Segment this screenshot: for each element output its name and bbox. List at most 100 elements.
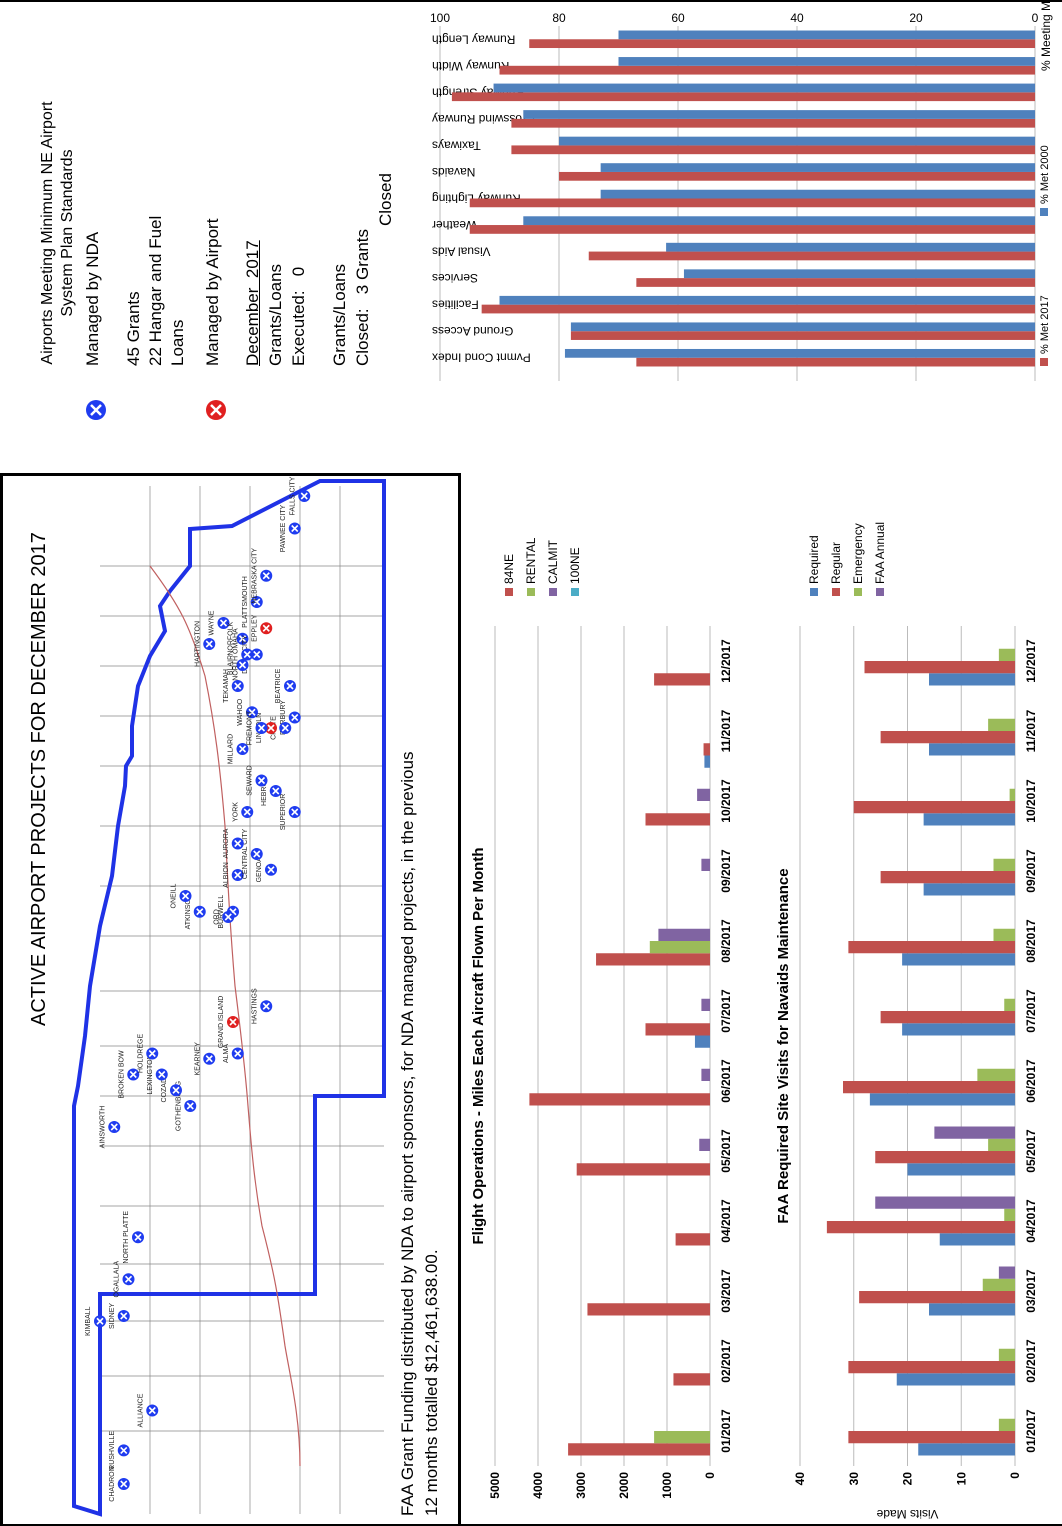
category-label: 01/2017 — [1024, 1409, 1038, 1453]
city-label: OGALLALA — [114, 1261, 121, 1298]
city-label: CENTRAL CITY — [242, 829, 249, 880]
city-label: FAIRBURY — [280, 700, 287, 735]
legend-label: 84NE — [502, 554, 516, 584]
bar — [923, 813, 1015, 826]
bar — [929, 673, 1015, 686]
county-lines — [100, 486, 384, 1514]
marker-x — [286, 682, 294, 690]
tick-label: 30 — [847, 1472, 861, 1486]
chart-title: FAA Required Site Visits for Navaids Mai… — [775, 868, 792, 1223]
marker-x — [205, 640, 213, 648]
legend-swatch — [571, 588, 579, 596]
bar — [568, 1443, 710, 1456]
axis-label: Visits Made — [876, 1507, 938, 1521]
map-panel-title: ACTIVE AIRPORT PROJECTS FOR DECEMBER 201… — [28, 532, 50, 1026]
map-state-outline — [72, 479, 386, 1517]
marker-x — [291, 524, 299, 533]
bar — [880, 871, 1015, 884]
marker-x — [234, 682, 242, 690]
city-label: CHADRON — [109, 1466, 116, 1501]
bar — [1004, 1208, 1015, 1221]
category-label: 05/2017 — [719, 1129, 733, 1173]
category-label: 10/2017 — [1024, 779, 1038, 823]
city-label: ORD — [213, 909, 220, 925]
bar — [523, 110, 1035, 119]
city-label: WAYNE — [209, 610, 216, 635]
legend-swatch — [549, 588, 557, 596]
bar — [666, 242, 1035, 252]
marker-x — [196, 908, 204, 916]
tick-label: 80 — [552, 11, 566, 25]
bar — [636, 357, 1035, 367]
legend-swatch — [527, 588, 535, 596]
bar — [469, 225, 1035, 234]
tick-label: 10 — [954, 1472, 968, 1486]
city-label: TEKAMAH — [223, 669, 230, 703]
category-label: Crosswind Runway — [432, 112, 535, 126]
legend-label: Emergency — [851, 523, 865, 584]
bar — [918, 1443, 1015, 1456]
bar — [576, 1163, 710, 1176]
bar — [654, 673, 711, 686]
marker-x — [291, 808, 299, 816]
legend-label: 100NE — [568, 547, 582, 584]
category-label: 03/2017 — [1024, 1269, 1038, 1313]
bar — [880, 731, 1015, 744]
city-label: BLAIR — [228, 655, 235, 675]
bar — [998, 1418, 1015, 1431]
bar — [511, 118, 1035, 128]
bar — [998, 648, 1015, 661]
city-label: AURORA — [223, 828, 230, 858]
marker-x — [300, 492, 308, 500]
category-label: Pvmnt Cond Index — [432, 351, 531, 365]
marker-x — [267, 724, 275, 732]
marker-x — [110, 1123, 118, 1131]
city-label: PAWNEE CITY — [280, 504, 287, 552]
bar — [588, 251, 1035, 261]
category-label: 08/2017 — [1024, 919, 1038, 963]
marker-x — [124, 1275, 133, 1283]
bar — [902, 1023, 1015, 1036]
bar — [864, 661, 1015, 674]
city-label: NEBRASKA CITY — [251, 548, 258, 604]
city-label: BROKEN BOW — [118, 1050, 125, 1099]
bar — [683, 269, 1035, 279]
bar — [993, 928, 1015, 941]
bar — [564, 348, 1035, 358]
bar — [998, 1348, 1015, 1361]
marker-x — [257, 724, 266, 732]
city-label: YORK — [232, 802, 239, 822]
marker-x — [224, 913, 232, 921]
bar — [977, 1068, 1015, 1081]
category-label: 03/2017 — [719, 1269, 733, 1313]
legend-swatch — [1040, 358, 1048, 366]
city-label: NORFOLK — [228, 622, 235, 656]
marker-x — [248, 708, 256, 716]
tick-label: 40 — [793, 1472, 807, 1486]
category-label: 02/2017 — [719, 1339, 733, 1383]
marker-x — [262, 1002, 270, 1010]
category-label: Taxiways — [432, 138, 481, 152]
legend-swatch — [1040, 208, 1048, 216]
marker-x — [243, 808, 251, 816]
tick-label: 0 — [1008, 1472, 1022, 1479]
legend-swatch — [505, 588, 513, 596]
bar — [988, 1138, 1015, 1151]
legend-label: % Met 2000 — [1039, 145, 1051, 204]
city-label: SEWARD — [247, 765, 254, 795]
marker-x — [134, 1233, 142, 1241]
bar — [869, 1093, 1015, 1106]
bar — [596, 953, 710, 966]
bar — [493, 83, 1035, 93]
bar — [600, 189, 1036, 199]
city-label: HOLDREGE — [137, 1034, 144, 1074]
marker-x — [272, 787, 280, 795]
category-label: 09/2017 — [719, 849, 733, 893]
bar — [618, 30, 1035, 40]
bar — [703, 743, 711, 756]
marker-x — [262, 572, 270, 580]
bar — [902, 953, 1015, 966]
category-label: 12/2017 — [719, 639, 733, 683]
tick-label: 20 — [901, 1472, 915, 1486]
bar — [907, 1163, 1015, 1176]
